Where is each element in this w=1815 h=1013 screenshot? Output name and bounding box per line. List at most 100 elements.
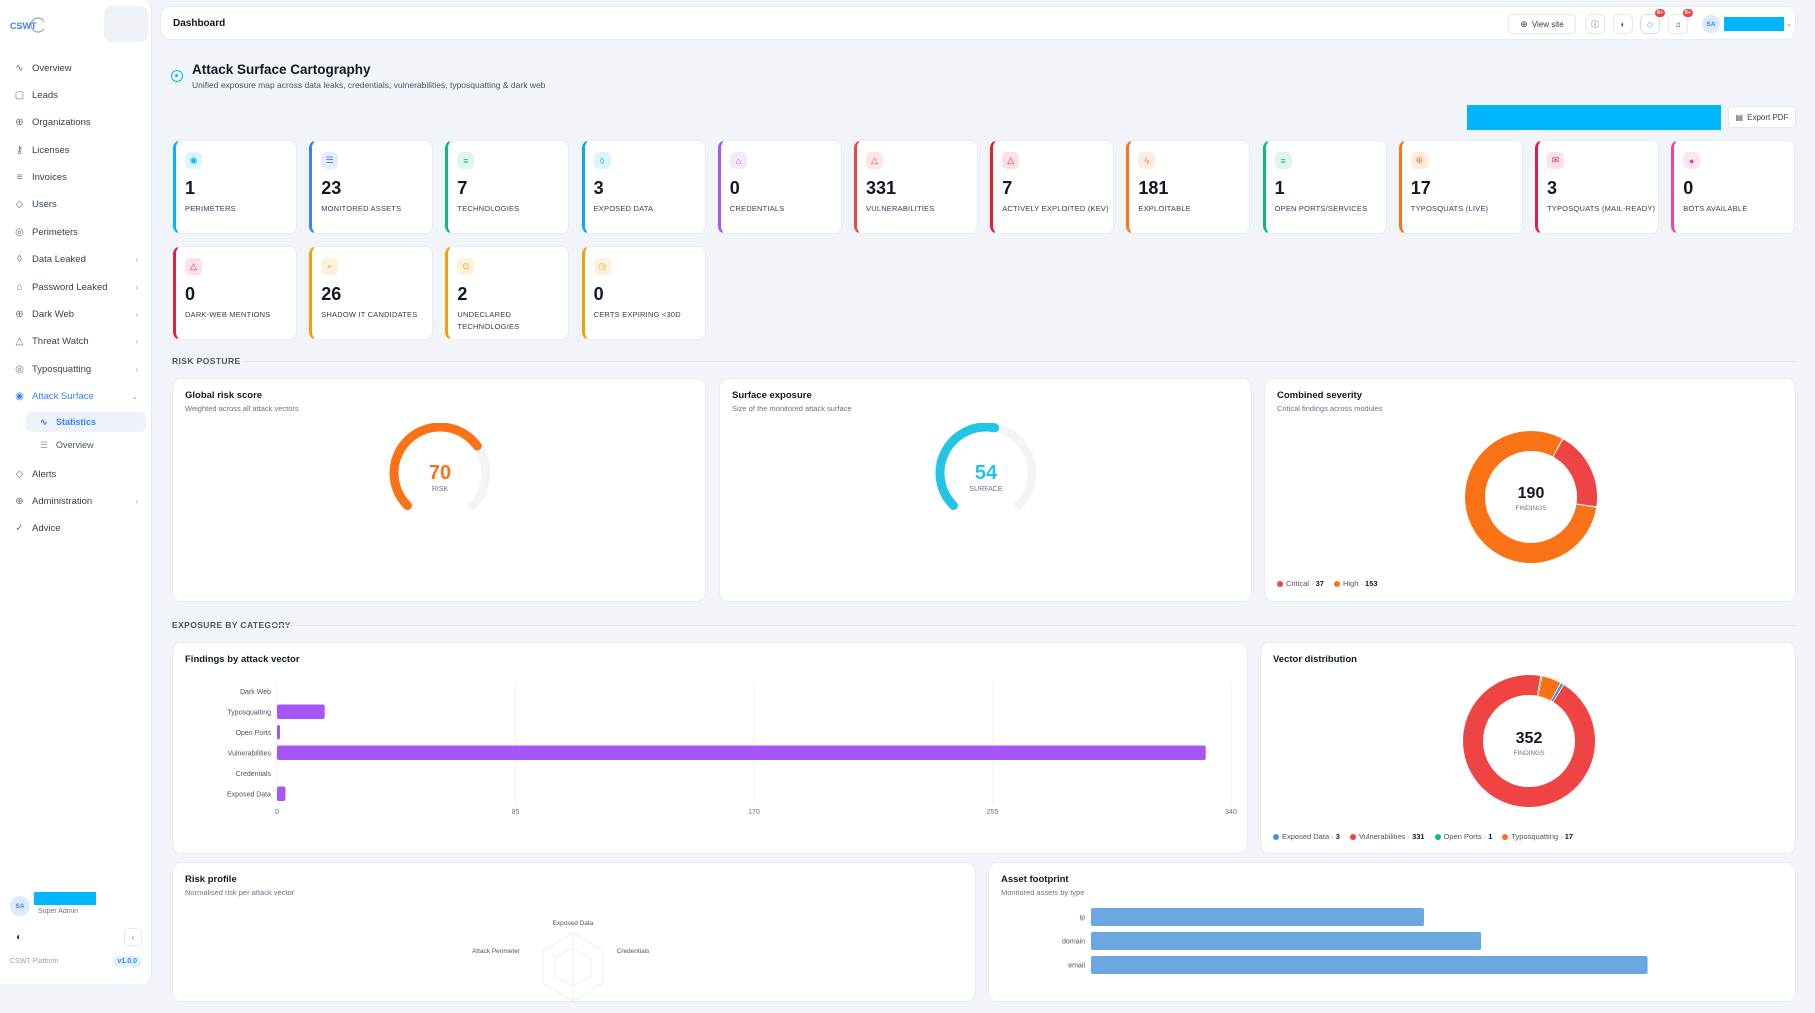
x-tick-label: 255 <box>987 809 999 816</box>
stat-card[interactable]: ⌂ 0 CREDENTIALS <box>718 140 842 234</box>
bar-ip[interactable] <box>1091 908 1424 926</box>
sidebar-item-data-leaked[interactable]: ◊Data Leaked› <box>6 248 146 272</box>
legend-label: Critical <box>1286 579 1309 588</box>
sidebar-item-overview[interactable]: ∿Overview <box>6 56 146 80</box>
info-icon: ⓘ <box>1591 19 1599 30</box>
stat-card[interactable]: ⌕ 26 SHADOW IT CANDIDATES <box>309 246 433 340</box>
key-icon: ⚷ <box>14 145 25 156</box>
droplet-icon: ◊ <box>14 254 25 265</box>
export-pdf-button[interactable]: ▤ Export PDF <box>1728 106 1796 128</box>
stat-value: 181 <box>1138 178 1168 199</box>
donut-slice-exposed-data[interactable] <box>1556 692 1558 693</box>
info-button[interactable]: ⓘ <box>1585 14 1605 34</box>
bar-typosquatting[interactable] <box>277 705 325 720</box>
mail-icon: ✉ <box>1547 152 1564 169</box>
chip-icon: ⊙ <box>457 258 474 275</box>
stat-card[interactable]: △ 331 VULNERABILITIES <box>854 140 978 234</box>
sidebar-subitem-statistics[interactable]: ∿Statistics <box>26 412 146 432</box>
sidebar-item-alerts[interactable]: ◇Alerts <box>6 462 146 486</box>
legend-value: 17 <box>1565 832 1573 841</box>
sidebar-item-dark-web[interactable]: ⊕Dark Web› <box>6 303 146 327</box>
y-category-label: Exposed Data <box>227 791 271 798</box>
sidebar-item-leads[interactable]: ▢Leads <box>6 83 146 107</box>
avatar: SA <box>10 896 30 916</box>
sidebar-item-users[interactable]: ◇Users <box>6 193 146 217</box>
sidebar-item-threat-watch[interactable]: △Threat Watch› <box>6 330 146 354</box>
vector-unit: FINDINGS <box>1513 750 1545 757</box>
sidebar-item-administration[interactable]: ⊕Administration› <box>6 489 146 513</box>
stat-card[interactable]: △ 0 DARK-WEB MENTIONS <box>173 246 297 340</box>
sidebar-item-organizations[interactable]: ⊕Organizations <box>6 111 146 135</box>
risk-radar-chart: Exposed Data Attack Perimeter Credential… <box>443 913 703 1013</box>
legend-item: Critical · 37 <box>1277 579 1324 588</box>
y-category-label: Typosquatting <box>227 709 271 716</box>
sidebar-subitem-overview[interactable]: ☰Overview <box>26 435 146 455</box>
shield-icon: ◇ <box>14 469 25 480</box>
card-subtitle: Normalised risk per attack vector <box>185 888 294 897</box>
notifications-button[interactable]: ♫ 9+ <box>1668 14 1688 34</box>
stat-card[interactable]: ✉ 3 TYPOSQUATS (MAIL-READY) <box>1535 140 1659 234</box>
stat-card[interactable]: ● 0 BOTS AVAILABLE <box>1671 140 1795 234</box>
shield-alerts-button[interactable]: ◇ 9+ <box>1640 14 1660 34</box>
bar-exposed-data[interactable] <box>277 787 285 802</box>
stat-card[interactable]: ≡ 1 OPEN PORTS/SERVICES <box>1263 140 1387 234</box>
legend-swatch <box>1435 834 1441 840</box>
global-risk-card: Global risk score Weighted across all at… <box>172 378 706 602</box>
clock-icon: ◷ <box>594 258 611 275</box>
sidebar-item-label: Users <box>32 199 57 210</box>
app-logo[interactable]: CSWT <box>10 14 44 36</box>
stat-value: 0 <box>1683 178 1693 199</box>
legend-label: Exposed Data <box>1282 832 1329 841</box>
database-icon: ≡ <box>14 172 25 183</box>
y-category-label: email <box>1068 963 1085 970</box>
stat-card[interactable]: ☰ 23 MONITORED ASSETS <box>309 140 433 234</box>
moon-icon: ◐ <box>1621 20 1626 29</box>
page-header: Attack Surface Cartography Unified expos… <box>171 62 545 90</box>
stat-value: 7 <box>457 178 467 199</box>
theme-button[interactable]: ◐ <box>1613 14 1633 34</box>
stat-card[interactable]: ◷ 0 CERTS EXPIRING <30D <box>582 246 706 340</box>
stat-card[interactable]: ◉ 1 PERIMETERS <box>173 140 297 234</box>
vector-total: 352 <box>1516 730 1543 747</box>
chevron-down-icon: ⌄ <box>1786 20 1792 28</box>
stat-card[interactable]: ⊕ 17 TYPOSQUATS (LIVE) <box>1399 140 1523 234</box>
severity-unit: FINDINGS <box>1515 505 1547 512</box>
collapse-sidebar-button[interactable]: ‹ <box>124 928 142 946</box>
bar-vulnerabilities[interactable] <box>277 746 1206 761</box>
bar-email[interactable] <box>1091 956 1648 974</box>
view-site-button[interactable]: ⊕ View site <box>1508 14 1576 34</box>
stat-card[interactable]: △ 7 ACTIVELY EXPLOITED (KEV) <box>990 140 1114 234</box>
user-menu[interactable]: SA ⌄ <box>1702 14 1792 34</box>
main-content: Attack Surface Cartography Unified expos… <box>160 48 1796 984</box>
donut-slice-typosquatting[interactable] <box>1540 686 1555 691</box>
radar-label: Exposed Data <box>553 920 594 927</box>
theme-toggle-button[interactable]: ◐ <box>10 928 28 946</box>
chevron-right-icon: › <box>135 497 138 506</box>
legend-swatch <box>1277 581 1283 587</box>
bar-open-ports[interactable] <box>277 725 280 740</box>
stat-label: ACTIVELY EXPLOITED (KEV) <box>1002 203 1112 215</box>
section-risk-posture: RISK POSTURE <box>172 356 241 366</box>
sidebar-item-invoices[interactable]: ≡Invoices <box>6 166 146 190</box>
sidebar-item-password-leaked[interactable]: ⌂Password Leaked› <box>6 275 146 299</box>
stat-value: 331 <box>866 178 896 199</box>
donut-slice-critical[interactable] <box>1558 448 1587 505</box>
chevron-right-icon: › <box>135 365 138 374</box>
bar-domain[interactable] <box>1091 932 1481 950</box>
risk-unit: RISK <box>432 486 449 493</box>
x-tick-label: 85 <box>512 809 520 816</box>
sidebar-item-perimeters[interactable]: ◎Perimeters <box>6 220 146 244</box>
stat-card[interactable]: ⊙ 2 UNDECLARED TECHNOLOGIES <box>445 246 569 340</box>
stat-card[interactable]: ϟ 181 EXPLOITABLE <box>1126 140 1250 234</box>
sidebar-item-typosquatting[interactable]: ◎Typosquatting› <box>6 357 146 381</box>
stat-card[interactable]: ◊ 3 EXPOSED DATA <box>582 140 706 234</box>
stat-card[interactable]: ≡ 7 TECHNOLOGIES <box>445 140 569 234</box>
sidebar-item-attack-surface[interactable]: ◉Attack Surface⌄ <box>6 385 146 409</box>
card-subtitle: Critical findings across modules <box>1277 404 1382 413</box>
sidebar-item-licenses[interactable]: ⚷Licenses <box>6 138 146 162</box>
x-tick-label: 0 <box>275 809 279 816</box>
sidebar-item-advice[interactable]: ✓Advice <box>6 517 146 541</box>
legend-label: High <box>1343 579 1358 588</box>
clipboard-icon: ▢ <box>14 90 25 101</box>
sidebar-user[interactable]: SA Super Admin <box>10 892 142 920</box>
